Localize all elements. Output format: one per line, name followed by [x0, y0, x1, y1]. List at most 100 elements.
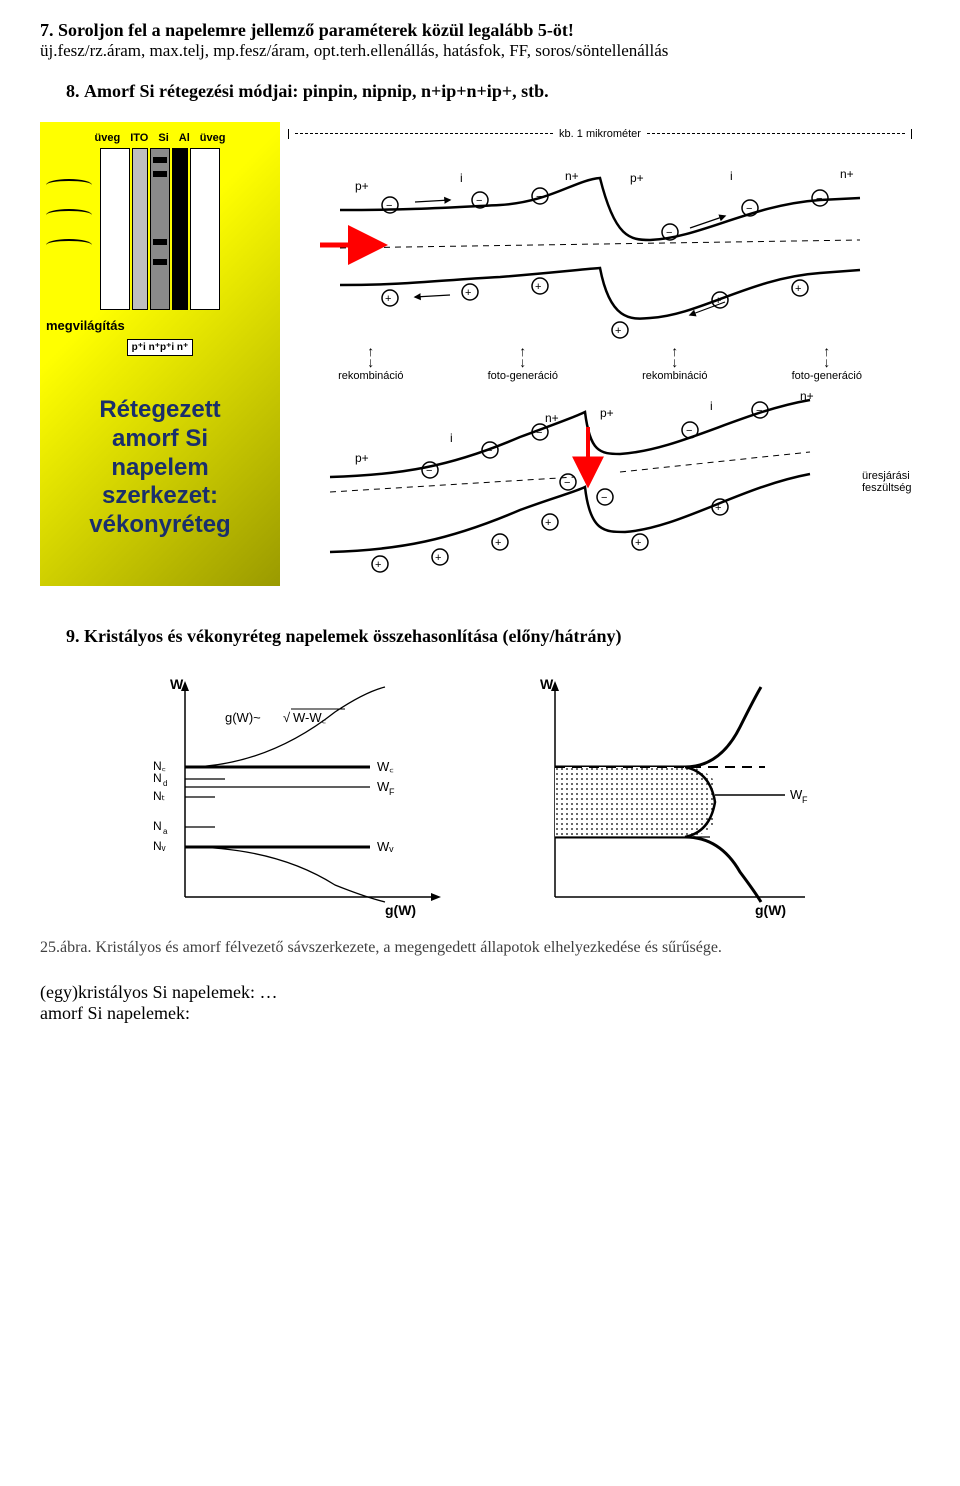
title-line: vékonyréteg: [46, 511, 274, 540]
svg-text:+: +: [715, 502, 721, 514]
process-label: foto-generáció: [792, 370, 862, 382]
scale-label: kb. 1 mikrométer: [559, 128, 641, 140]
svg-text:F: F: [389, 787, 395, 797]
svg-text:−: −: [601, 492, 607, 504]
open-circuit-voltage-label: üresjárási feszültség: [862, 470, 912, 494]
svg-text:+: +: [795, 283, 801, 295]
stack-caption: p⁺i n⁺p⁺i n⁺: [127, 339, 194, 356]
svg-text:n+: n+: [840, 167, 854, 181]
process-labels-row: ↑↓ rekombináció ↑↓ foto-generáció ↑↓ rekomb…: [288, 346, 912, 382]
svg-text:Nᵥ: Nᵥ: [153, 839, 166, 853]
svg-text:−: −: [536, 427, 542, 439]
svg-text:+: +: [545, 517, 551, 529]
svg-text:+: +: [465, 287, 471, 299]
q7-number: 7.: [40, 20, 54, 40]
layer-si: [150, 148, 170, 310]
y-axis-label: W: [170, 676, 184, 692]
process-label: rekombináció: [338, 370, 403, 382]
svg-text:−: −: [486, 445, 492, 457]
svg-text:−: −: [536, 191, 542, 203]
title-line: napelem: [46, 454, 274, 483]
svg-text:n+: n+: [565, 169, 579, 183]
process-label: rekombináció: [642, 370, 707, 382]
answer-amorphous: amorf Si napelemek:: [40, 1003, 920, 1024]
svg-text:−: −: [476, 195, 482, 207]
updown-icon: ↑↓: [367, 346, 374, 368]
q8-title: Amorf Si rétegezési módjai: pinpin, nipn…: [84, 81, 549, 101]
svg-text:p+: p+: [355, 179, 369, 193]
svg-text:F: F: [802, 795, 808, 805]
svg-text:√: √: [283, 710, 291, 725]
q7-title: Soroljon fel a napelemre jellemző paramé…: [58, 20, 574, 40]
fig1-left-title: Rétegezett amorf Si napelem szerkezet: v…: [46, 396, 274, 540]
svg-text:d: d: [163, 779, 167, 788]
svg-text:i: i: [730, 169, 733, 183]
svg-text:−: −: [666, 227, 672, 239]
svg-text:+: +: [385, 293, 391, 305]
svg-text:+: +: [635, 537, 641, 549]
svg-text:+: +: [435, 552, 441, 564]
svg-text:−: −: [426, 465, 432, 477]
q7-sub: üj.fesz/rz.áram, max.telj, mp.fesz/áram,…: [40, 41, 920, 61]
svg-text:p+: p+: [355, 451, 369, 465]
cell-stack: [46, 148, 274, 310]
fig1-right-panel: kb. 1 mikrométer p+ i n+ p+ i n+: [280, 122, 920, 586]
svg-text:−: −: [756, 405, 762, 417]
svg-text:g(W): g(W): [755, 902, 786, 918]
band-diagram-bottom: p+ i n+ p+ i n+ − − − − − − −: [320, 382, 830, 582]
svg-text:−: −: [564, 477, 570, 489]
scale-row: kb. 1 mikrométer: [288, 126, 912, 142]
svg-text:i: i: [710, 399, 713, 413]
stack-label: üveg: [200, 132, 226, 144]
svg-text:N: N: [153, 771, 162, 785]
svg-text:p+: p+: [600, 406, 614, 420]
answer-lines: (egy)kristályos Si napelemek: … amorf Si…: [40, 982, 920, 1024]
svg-text:W: W: [540, 676, 554, 692]
layer-glass-right: [190, 148, 220, 310]
q9-number: 9.: [66, 626, 80, 646]
svg-text:a: a: [163, 827, 168, 836]
svg-text:+: +: [615, 325, 621, 337]
svg-text:−: −: [686, 425, 692, 437]
stack-label: üveg: [95, 132, 121, 144]
question-7: 7. Soroljon fel a napelemre jellemző par…: [40, 20, 920, 61]
svg-text:Wᵥ: Wᵥ: [377, 839, 394, 854]
band-diagram-top: p+ i n+ p+ i n+ − − − − − −: [320, 150, 880, 340]
q8-number: 8.: [66, 81, 80, 101]
question-8: 8. Amorf Si rétegezési módjai: pinpin, n…: [66, 81, 920, 102]
layer-glass-left: [100, 148, 130, 310]
illumination-label: megvilágítás: [46, 318, 274, 333]
figure-band-structure: W g(W) g(W)~ √ W-W꜀ W꜀ WF Wᵥ N꜀ Nd Nₜ Na…: [40, 667, 920, 927]
answer-crystalline: (egy)kristályos Si napelemek: …: [40, 982, 920, 1003]
updown-icon: ↑↓: [671, 346, 678, 368]
svg-text:+: +: [375, 559, 381, 571]
stack-labels: üveg ITO Si Al üveg: [46, 132, 274, 144]
title-line: Rétegezett: [46, 396, 274, 425]
title-line: szerkezet:: [46, 482, 274, 511]
svg-text:−: −: [816, 193, 822, 205]
svg-text:p+: p+: [630, 171, 644, 185]
q9-title: Kristályos és vékonyréteg napelemek össz…: [84, 626, 621, 646]
stack-label: ITO: [130, 132, 148, 144]
title-line: amorf Si: [46, 425, 274, 454]
stack-label: Si: [158, 132, 168, 144]
updown-icon: ↑↓: [519, 346, 526, 368]
gw-formula: g(W)~: [225, 710, 261, 725]
svg-text:−: −: [386, 200, 392, 212]
gw-amorphous: W g(W) WF: [505, 667, 825, 927]
svg-text:+: +: [495, 537, 501, 549]
svg-text:−: −: [746, 203, 752, 215]
process-label: foto-generáció: [488, 370, 558, 382]
layer-al: [172, 148, 188, 310]
svg-text:i: i: [460, 171, 463, 185]
fig1-left-panel: üveg ITO Si Al üveg megvilágítás p⁺i n⁺p…: [40, 122, 280, 586]
gw-crystalline: W g(W) g(W)~ √ W-W꜀ W꜀ WF Wᵥ N꜀ Nd Nₜ Na…: [135, 667, 455, 927]
question-9: 9. Kristályos és vékonyréteg napelemek ö…: [66, 626, 920, 647]
fig2-caption: 25.ábra. Kristályos és amorf félvezető s…: [40, 937, 920, 959]
svg-text:Nₜ: Nₜ: [153, 789, 165, 803]
layer-ito: [132, 148, 148, 310]
svg-text:N: N: [153, 819, 162, 833]
updown-icon: ↑↓: [823, 346, 830, 368]
svg-text:+: +: [535, 281, 541, 293]
stack-label: Al: [179, 132, 190, 144]
